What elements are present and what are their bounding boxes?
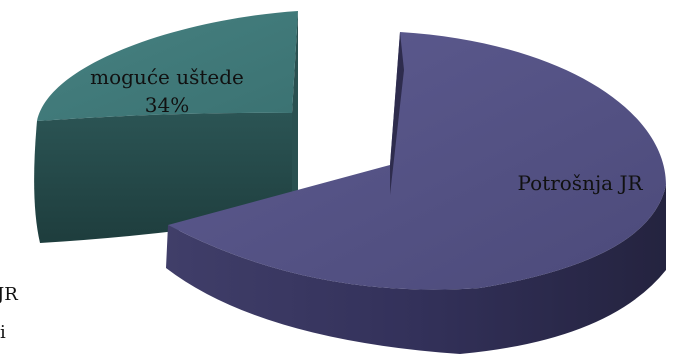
legend-fragment-jr: JR: [0, 284, 18, 305]
slice-moguce-ustede-outer-side: [292, 11, 298, 215]
slice-value-moguce-ustede: 34%: [145, 93, 189, 117]
legend-fragment-i: i: [0, 322, 6, 343]
slice-label-potrosnja-jr: Potrošnja JR: [517, 171, 643, 195]
slice-potrosnja-jr-side-wall: [166, 185, 666, 354]
slice-label-moguce-ustede: moguće uštede: [90, 65, 244, 89]
slice-potrosnja-jr-top: [168, 32, 666, 290]
slice-potrosnja-jr: [166, 32, 666, 354]
slice-moguce-ustede-top: [37, 11, 298, 121]
slice-potrosnja-jr-cut-face: [390, 32, 404, 195]
